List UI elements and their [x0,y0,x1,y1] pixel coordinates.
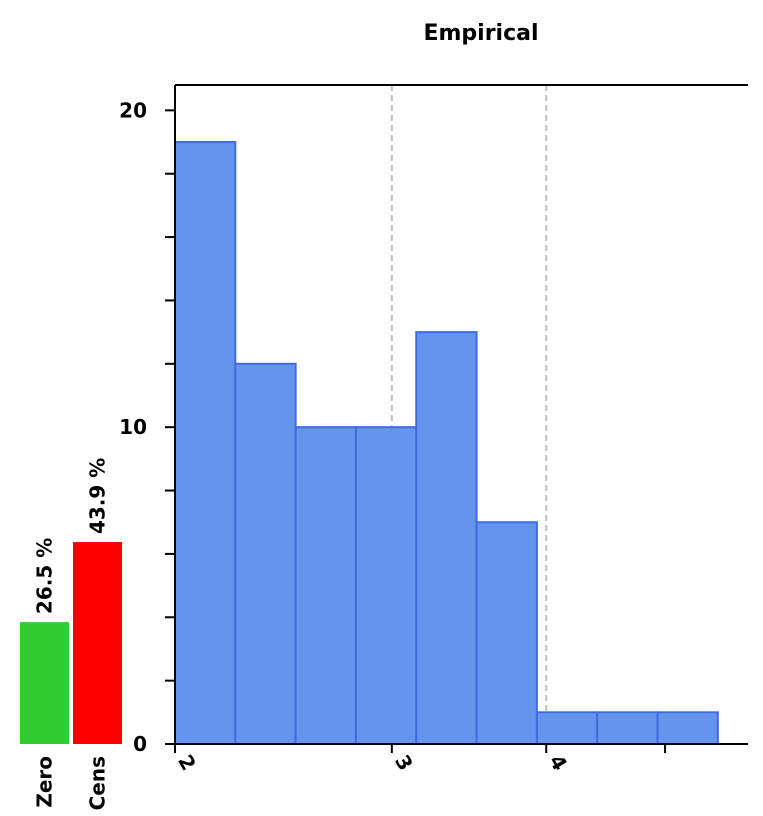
side-bar-name-label: Zero [33,756,57,808]
histogram-bar [234,362,297,745]
side-bar-name-label: Cens [86,756,110,810]
histogram-bar [415,331,478,745]
x-tick-label: 3 [390,750,418,774]
side-bar-zero [20,622,69,744]
y-tick-label: 0 [133,732,147,756]
histogram-bar [535,711,599,746]
histogram-bar [596,711,659,746]
x-tick-label: 4 [544,750,572,774]
y-tick-label: 20 [119,98,147,122]
y-tick-label: 10 [119,415,147,439]
x-tick-label: 2 [173,750,201,774]
histogram-bar [294,426,357,745]
histogram-bar [656,711,719,746]
chart-title: Empirical [423,21,538,46]
histogram-bar [174,141,237,745]
histogram-bar [475,521,538,745]
side-bar-value-label: 43.9 % [86,458,110,534]
side-bar-value-label: 26.5 % [33,538,57,614]
side-bar-cens [73,542,122,744]
histogram-bar [354,426,418,745]
